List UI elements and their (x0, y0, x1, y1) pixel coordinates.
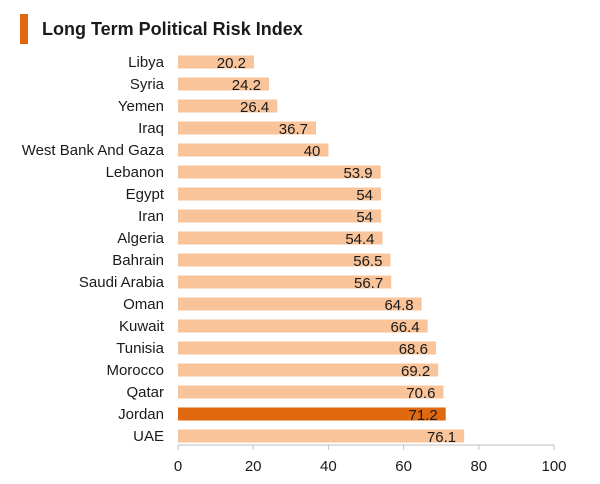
category-label: UAE (133, 428, 164, 445)
bar (178, 165, 381, 179)
data-label: 53.9 (343, 165, 372, 182)
data-label: 24.2 (232, 77, 261, 94)
bar (178, 297, 422, 311)
x-tick-label: 100 (541, 458, 566, 475)
chart-title-block: Long Term Political Risk Index (20, 14, 303, 44)
data-label: 54 (356, 209, 373, 226)
bar (178, 275, 392, 289)
bar (178, 319, 428, 333)
bar (178, 429, 465, 443)
category-label: Iraq (138, 120, 164, 137)
category-label: Bahrain (112, 252, 164, 269)
data-label: 71.2 (409, 407, 438, 424)
data-label: 56.5 (353, 253, 382, 270)
data-label: 66.4 (390, 319, 419, 336)
category-label: Tunisia (116, 340, 164, 357)
data-label: 76.1 (427, 429, 456, 446)
x-tick-label: 20 (245, 458, 262, 475)
data-label: 70.6 (406, 385, 435, 402)
category-label: Qatar (126, 384, 164, 401)
data-label: 36.7 (279, 121, 308, 138)
title-accent-bar (20, 14, 28, 44)
data-label: 54.4 (345, 231, 374, 248)
x-tick-label: 60 (395, 458, 412, 475)
category-label: Libya (128, 54, 165, 71)
category-label: Algeria (117, 230, 164, 247)
category-label: Kuwait (119, 318, 165, 335)
bar (178, 99, 278, 113)
bar (178, 77, 269, 91)
data-label: 26.4 (240, 99, 269, 116)
bar (178, 341, 436, 355)
bar (178, 407, 446, 421)
category-label: West Bank And Gaza (22, 142, 165, 159)
category-label: Iran (138, 208, 164, 225)
category-label: Egypt (126, 186, 165, 203)
x-tick-label: 80 (470, 458, 487, 475)
x-tick-label: 40 (320, 458, 337, 475)
bar (178, 363, 439, 377)
bar (178, 121, 316, 135)
category-label: Oman (123, 296, 164, 313)
bar (178, 253, 391, 267)
bar (178, 231, 383, 245)
data-label: 68.6 (399, 341, 428, 358)
category-label: Yemen (118, 98, 164, 115)
data-label: 64.8 (384, 297, 413, 314)
data-label: 54 (356, 187, 373, 204)
bar (178, 187, 382, 201)
bar (178, 143, 329, 157)
data-label: 40 (304, 143, 321, 160)
data-label: 56.7 (354, 275, 383, 292)
category-label: Saudi Arabia (79, 274, 165, 291)
x-tick-label: 0 (174, 458, 182, 475)
chart-title: Long Term Political Risk Index (42, 18, 303, 39)
category-label: Lebanon (106, 164, 164, 181)
data-label: 20.2 (217, 55, 246, 72)
data-label: 69.2 (401, 363, 430, 380)
category-label: Morocco (106, 362, 164, 379)
bar (178, 385, 444, 399)
category-label: Jordan (118, 406, 164, 423)
category-label: Syria (130, 76, 165, 93)
bar (178, 55, 254, 69)
bar (178, 209, 382, 223)
